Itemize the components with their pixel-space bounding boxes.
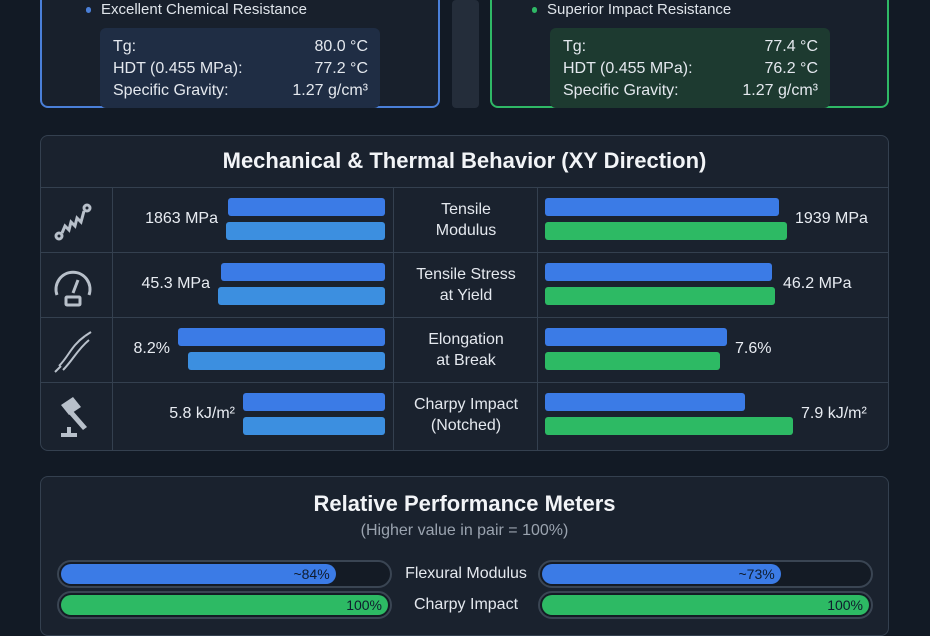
meters-panel: Relative Performance Meters (Higher valu… <box>40 476 889 636</box>
property-value: 1.27 g/cm³ <box>292 82 368 99</box>
property-value: 76.2 °C <box>764 60 818 77</box>
metric-label: Elongation at Break <box>428 331 504 369</box>
left-bar-top <box>178 328 385 346</box>
left-bar-top <box>228 198 385 216</box>
property-row: Tg: 77.4 °C <box>563 36 818 58</box>
right-meter: ~73% <box>538 560 873 588</box>
property-key: Tg: <box>563 38 587 55</box>
card-divider <box>452 0 479 108</box>
right-meter-value: 100% <box>827 597 863 613</box>
meters-title: Relative Performance Meters <box>313 491 616 516</box>
left-bar-bottom <box>188 352 385 370</box>
right-value: 7.6% <box>735 340 772 357</box>
right-meter-fill: 100% <box>542 595 869 615</box>
property-key: Specific Gravity: <box>113 82 229 99</box>
hammer-icon <box>51 395 95 439</box>
right-value: 1939 MPa <box>795 210 868 227</box>
left-meter-value: ~84% <box>293 566 330 582</box>
right-bar-bottom <box>545 287 775 305</box>
mechanical-row: 1863 MPa 1939 MPa Tensile Modulus <box>41 187 888 252</box>
right-bar-top <box>545 198 779 216</box>
mechanical-grid: 1863 MPa 1939 MPa Tensile Modulus 45.3 MPa 4… <box>41 187 888 450</box>
left-value: 45.3 MPa <box>141 275 210 292</box>
left-meter-value: 100% <box>346 597 382 613</box>
left-meter-fill: 100% <box>61 595 388 615</box>
mechanical-title: Mechanical & Thermal Behavior (XY Direct… <box>222 148 707 173</box>
meters-subtitle: (Higher value in pair = 100%) <box>360 522 569 539</box>
right-meter-value: ~73% <box>738 566 775 582</box>
right-bar-top <box>545 393 745 411</box>
spring-icon <box>51 200 95 244</box>
left-meter: ~84% <box>57 560 392 588</box>
metric-label: Charpy Impact (Notched) <box>413 396 519 434</box>
right-meter-fill: ~73% <box>542 564 781 584</box>
property-row: Specific Gravity: 1.27 g/cm³ <box>563 80 818 102</box>
property-value: 80.0 °C <box>314 38 368 55</box>
property-row: Specific Gravity: 1.27 g/cm³ <box>113 80 368 102</box>
property-value: 1.27 g/cm³ <box>742 82 818 99</box>
mechanical-row: 5.8 kJ/m² 7.9 kJ/m² Charpy Impact (Notched… <box>41 382 888 450</box>
left-bar-top <box>221 263 385 281</box>
feature-bullet: Excellent Chemical Resistance <box>86 1 307 18</box>
right-bar-bottom <box>545 352 720 370</box>
feature-text: Superior Impact Resistance <box>547 1 732 18</box>
gauge-icon <box>51 265 95 309</box>
left-bar-bottom <box>226 222 385 240</box>
left-meter-fill: ~84% <box>61 564 336 584</box>
property-key: HDT (0.455 MPa): <box>563 60 693 77</box>
property-row: Tg: 80.0 °C <box>113 36 368 58</box>
right-bar-top <box>545 263 772 281</box>
mechanical-panel: Mechanical & Thermal Behavior (XY Direct… <box>40 135 889 451</box>
property-key: Tg: <box>113 38 137 55</box>
property-value: 77.4 °C <box>764 38 818 55</box>
property-row: HDT (0.455 MPa): 77.2 °C <box>113 58 368 80</box>
left-meter: 100% <box>57 591 392 619</box>
meter-label: Flexural Modulus <box>405 565 527 582</box>
left-value: 8.2% <box>133 340 170 357</box>
right-bar-top <box>545 328 727 346</box>
left-bar-top <box>243 393 385 411</box>
right-meter: 100% <box>538 591 873 619</box>
left-bar-bottom <box>243 417 385 435</box>
mechanical-row: 45.3 MPa 46.2 MPa Tensile Stress at Yield <box>41 252 888 317</box>
right-bar-bottom <box>545 417 793 435</box>
right-bar-bottom <box>545 222 787 240</box>
left-value: 5.8 kJ/m² <box>169 405 235 422</box>
left-value: 1863 MPa <box>145 210 218 227</box>
feature-text: Excellent Chemical Resistance <box>101 1 307 18</box>
property-key: HDT (0.455 MPa): <box>113 60 243 77</box>
feature-bullet: Superior Impact Resistance <box>532 1 731 18</box>
left-properties-box: Tg: 80.0 °C HDT (0.455 MPa): 77.2 °C Speci… <box>100 28 380 108</box>
left-bar-bottom <box>218 287 385 305</box>
right-properties-box: Tg: 77.4 °C HDT (0.455 MPa): 76.2 °C Speci… <box>550 28 830 108</box>
right-value: 46.2 MPa <box>783 275 852 292</box>
meter-label: Charpy Impact <box>413 596 519 613</box>
stretch-icon <box>51 330 95 374</box>
metric-label: Tensile Stress at Yield <box>416 266 516 304</box>
property-value: 77.2 °C <box>314 60 368 77</box>
property-key: Specific Gravity: <box>563 82 679 99</box>
right-value: 7.9 kJ/m² <box>801 405 867 422</box>
metric-label: Tensile Modulus <box>435 201 497 239</box>
property-row: HDT (0.455 MPa): 76.2 °C <box>563 58 818 80</box>
mechanical-row: 8.2% 7.6% Elongation at Break <box>41 317 888 382</box>
